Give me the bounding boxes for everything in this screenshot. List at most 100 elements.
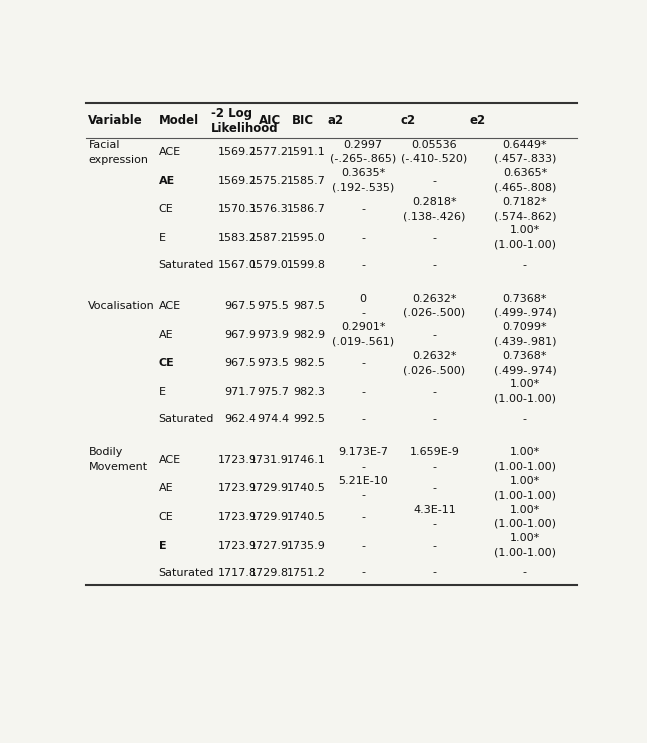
Text: 0: 0 — [360, 293, 367, 304]
Text: BIC: BIC — [292, 114, 314, 127]
Text: 967.5: 967.5 — [225, 301, 256, 311]
Text: -: - — [361, 461, 365, 472]
Text: 1729.9: 1729.9 — [250, 484, 289, 493]
Text: 1569.2: 1569.2 — [217, 175, 256, 186]
Text: 1.00*: 1.00* — [510, 533, 540, 543]
Text: E: E — [159, 233, 166, 243]
Text: Saturated: Saturated — [159, 414, 214, 424]
Text: -: - — [361, 490, 365, 500]
Text: 0.2818*: 0.2818* — [412, 197, 457, 207]
Text: AIC: AIC — [259, 114, 281, 127]
Text: 1729.8: 1729.8 — [250, 568, 289, 577]
Text: (1.00-1.00): (1.00-1.00) — [494, 519, 556, 529]
Text: a2: a2 — [327, 114, 344, 127]
Text: -: - — [361, 387, 365, 397]
Text: (.026-.500): (.026-.500) — [403, 365, 465, 375]
Text: -: - — [361, 358, 365, 369]
Text: Saturated: Saturated — [159, 568, 214, 577]
Text: ACE: ACE — [159, 147, 181, 157]
Text: 0.7368*: 0.7368* — [503, 351, 547, 361]
Text: CE: CE — [159, 358, 174, 369]
Text: 1587.2: 1587.2 — [250, 233, 289, 243]
Text: 1579.0: 1579.0 — [250, 260, 289, 270]
Text: 1585.7: 1585.7 — [287, 175, 325, 186]
Text: 1746.1: 1746.1 — [287, 455, 325, 465]
Text: 1.00*: 1.00* — [510, 476, 540, 486]
Text: -: - — [432, 414, 436, 424]
Text: 1735.9: 1735.9 — [287, 541, 325, 551]
Text: 992.5: 992.5 — [294, 414, 325, 424]
Text: 0.2632*: 0.2632* — [412, 351, 457, 361]
Text: 9.173E-7: 9.173E-7 — [338, 447, 388, 458]
Text: 0.3635*: 0.3635* — [341, 168, 386, 178]
Text: 0.05536: 0.05536 — [411, 140, 457, 149]
Text: 1.659E-9: 1.659E-9 — [410, 447, 459, 458]
Text: c2: c2 — [400, 114, 416, 127]
Text: -: - — [523, 568, 527, 577]
Text: 0.2632*: 0.2632* — [412, 293, 457, 304]
Text: -: - — [432, 541, 436, 551]
Text: -: - — [523, 260, 527, 270]
Text: -: - — [432, 568, 436, 577]
Text: (1.00-1.00): (1.00-1.00) — [494, 548, 556, 557]
Text: (.465-.808): (.465-.808) — [494, 183, 556, 192]
Text: 967.9: 967.9 — [225, 330, 256, 340]
Text: AE: AE — [159, 330, 173, 340]
Text: CE: CE — [159, 512, 173, 522]
Text: Saturated: Saturated — [159, 260, 214, 270]
Text: -: - — [523, 414, 527, 424]
Text: (1.00-1.00): (1.00-1.00) — [494, 394, 556, 403]
Text: 0.6365*: 0.6365* — [503, 168, 547, 178]
Text: 962.4: 962.4 — [225, 414, 256, 424]
Text: (1.00-1.00): (1.00-1.00) — [494, 461, 556, 472]
Text: (1.00-1.00): (1.00-1.00) — [494, 240, 556, 250]
Text: 4.3E-11: 4.3E-11 — [413, 504, 455, 515]
Text: 1723.9: 1723.9 — [217, 541, 256, 551]
Text: -: - — [361, 260, 365, 270]
Text: (.439-.981): (.439-.981) — [494, 337, 556, 346]
Text: -: - — [432, 387, 436, 397]
Text: ACE: ACE — [159, 301, 181, 311]
Text: 1717.8: 1717.8 — [217, 568, 256, 577]
Text: (.499-.974): (.499-.974) — [494, 365, 556, 375]
Text: 5.21E-10: 5.21E-10 — [338, 476, 388, 486]
Text: 1576.3: 1576.3 — [250, 204, 289, 214]
Text: E: E — [159, 541, 166, 551]
Text: -: - — [361, 541, 365, 551]
Text: 1723.9: 1723.9 — [217, 512, 256, 522]
Text: 1731.9: 1731.9 — [250, 455, 289, 465]
Text: 971.7: 971.7 — [225, 387, 256, 397]
Text: CE: CE — [159, 204, 173, 214]
Text: e2: e2 — [470, 114, 486, 127]
Text: Vocalisation: Vocalisation — [89, 301, 155, 311]
Text: 1751.2: 1751.2 — [287, 568, 325, 577]
Text: 1.00*: 1.00* — [510, 225, 540, 236]
Text: (-.265-.865): (-.265-.865) — [330, 154, 397, 164]
Text: 975.7: 975.7 — [257, 387, 289, 397]
Text: AE: AE — [159, 484, 173, 493]
Text: -: - — [361, 414, 365, 424]
Text: 0.2901*: 0.2901* — [341, 322, 386, 332]
Text: -: - — [361, 308, 365, 318]
Text: (.457-.833): (.457-.833) — [494, 154, 556, 164]
Text: 1569.2: 1569.2 — [217, 147, 256, 157]
Text: -: - — [432, 330, 436, 340]
Text: ACE: ACE — [159, 455, 181, 465]
Text: Movement: Movement — [89, 462, 148, 473]
Text: -: - — [361, 233, 365, 243]
Text: 967.5: 967.5 — [225, 358, 256, 369]
Text: 0.2997: 0.2997 — [344, 140, 383, 149]
Text: 982.9: 982.9 — [294, 330, 325, 340]
Text: expression: expression — [89, 155, 148, 164]
Text: 1583.2: 1583.2 — [217, 233, 256, 243]
Text: Bodily: Bodily — [89, 447, 123, 458]
Text: -: - — [361, 204, 365, 214]
Text: 1591.1: 1591.1 — [287, 147, 325, 157]
Text: (.574-.862): (.574-.862) — [494, 211, 556, 221]
Text: AE: AE — [159, 175, 175, 186]
Text: 1577.2: 1577.2 — [250, 147, 289, 157]
Text: -: - — [432, 484, 436, 493]
Text: (.138-.426): (.138-.426) — [403, 211, 466, 221]
Text: 982.5: 982.5 — [294, 358, 325, 369]
Text: -: - — [432, 461, 436, 472]
